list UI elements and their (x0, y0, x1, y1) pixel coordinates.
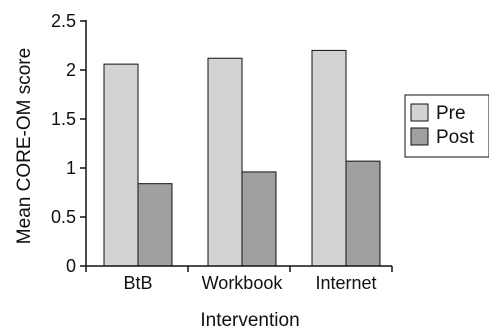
x-tick-label: Workbook (202, 273, 284, 293)
x-axis-title: Intervention (200, 310, 299, 330)
legend-label-pre: Pre (436, 103, 466, 124)
x-tick-label: Internet (315, 273, 376, 293)
y-tick-label: 0.5 (51, 207, 76, 227)
y-tick-label: 0 (66, 256, 76, 276)
y-tick-label: 2.5 (51, 11, 76, 31)
legend: Pre Post (404, 94, 489, 158)
y-tick-label: 1.5 (51, 109, 76, 129)
bar-pre-internet (311, 49, 347, 267)
bar-post-btb (137, 183, 173, 267)
legend-swatch-pre (410, 103, 429, 122)
y-tick-label: 1 (66, 158, 76, 178)
y-axis-title: Mean CORE-OM score (14, 48, 35, 244)
bar-post-workbook (241, 171, 277, 267)
legend-label-post: Post (436, 127, 475, 148)
bar-pre-workbook (207, 57, 243, 267)
y-tick-label: 2 (66, 60, 76, 80)
bar-pre-btb (103, 63, 139, 267)
legend-swatch-post (410, 127, 429, 146)
bar-post-internet (345, 160, 381, 267)
plot-area: 0 0.5 1 1.5 2 2.5 BtB Workbook Internet (51, 11, 393, 293)
x-tick-label: BtB (123, 273, 152, 293)
